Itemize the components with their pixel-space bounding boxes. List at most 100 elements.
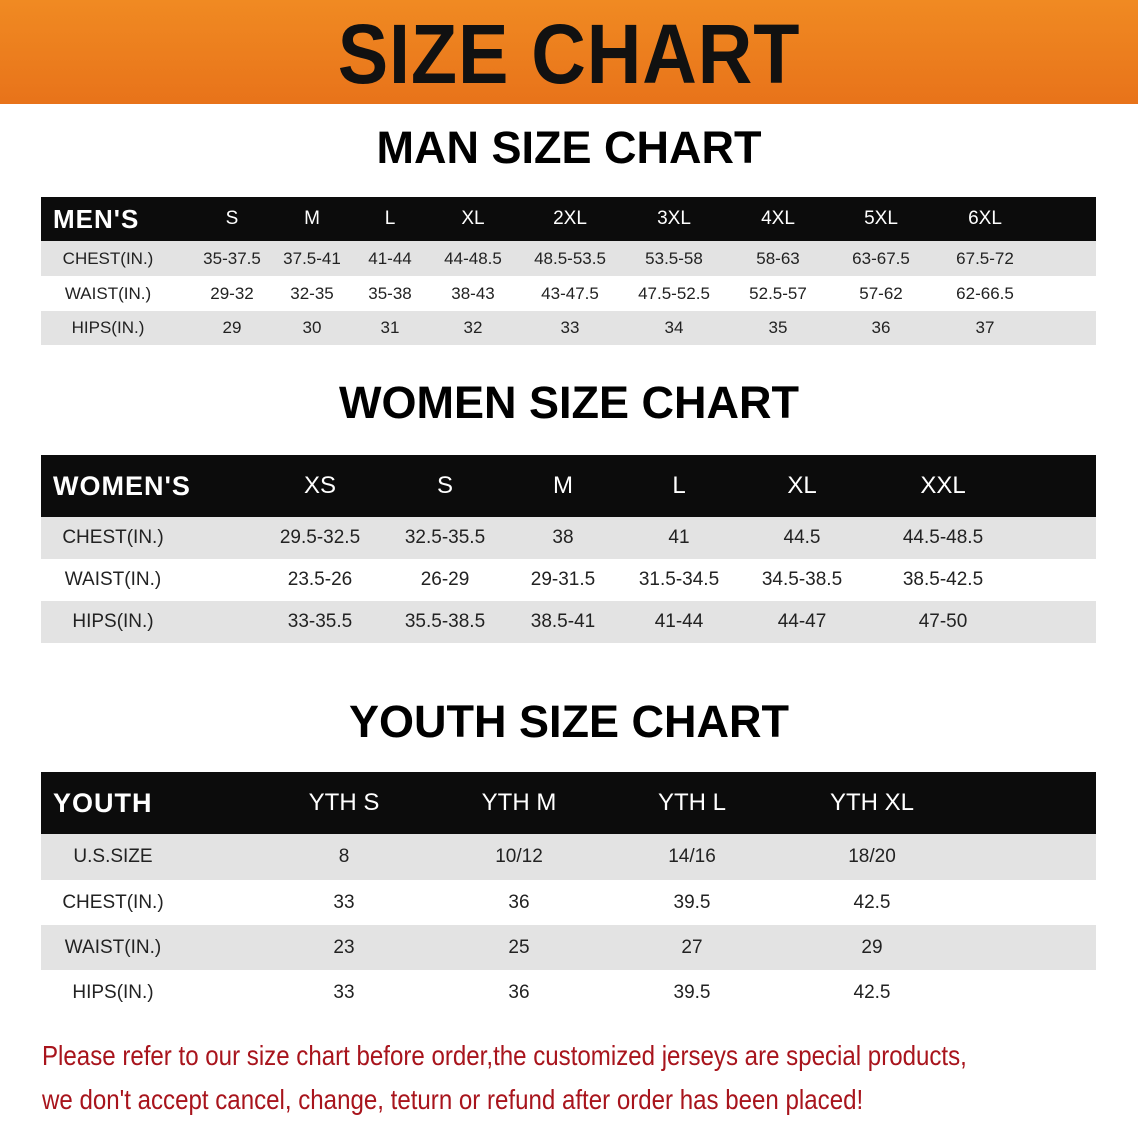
table-cell: 27 [681, 936, 703, 958]
row-label: CHEST(IN.) [62, 248, 154, 268]
table-cell: 31.5-34.5 [638, 569, 720, 590]
table-cell: 41-44 [654, 611, 704, 632]
table-cell: 23 [333, 936, 355, 958]
size-header-xl: XL [461, 208, 485, 229]
women-size-table: WOMEN'S XS S M L XL XXL CHEST(IN.) 29.5-32.5 32.5… [41, 455, 1096, 643]
youth-heading: YOUTH SIZE CHART [348, 696, 789, 747]
men-heading: MAN SIZE CHART [376, 122, 762, 173]
table-row: HIPS(IN.) 29 30 31 32 33 34 35 36 37 [41, 311, 1096, 345]
table-row: WAIST(IN.) 23 25 27 29 [41, 925, 1096, 970]
row-label: WAIST(IN.) [64, 283, 152, 303]
table-cell: 39.5 [673, 891, 711, 913]
table-cell: 48.5-53.5 [534, 248, 606, 268]
table-cell: 29-32 [210, 283, 254, 303]
table-cell: 37.5-41 [283, 248, 341, 268]
table-cell: 34 [664, 318, 684, 337]
size-header-5xl: 5XL [864, 208, 898, 229]
size-header-m: M [304, 208, 320, 229]
table-cell: 62-66.5 [956, 283, 1014, 303]
size-header-xl: XL [787, 472, 817, 499]
table-cell: 42.5 [853, 891, 891, 913]
size-header-s: S [225, 208, 239, 229]
table-cell: 44.5-48.5 [902, 527, 984, 548]
row-label: U.S.SIZE [73, 846, 153, 867]
row-label: HIPS(IN.) [72, 611, 154, 632]
size-header-xxl: XXL [920, 472, 966, 499]
size-header-l: L [672, 472, 686, 499]
row-label: CHEST(IN.) [62, 891, 164, 913]
table-cell: 38 [552, 527, 574, 548]
table-cell: 38.5-41 [530, 611, 596, 632]
size-header-s: S [436, 472, 454, 499]
table-cell: 33 [333, 981, 355, 1003]
size-header-xs: XS [303, 472, 337, 499]
table-cell: 31 [380, 318, 400, 337]
notice-line-2: we don't accept cancel, change, teturn o… [42, 1084, 864, 1115]
size-header-6xl: 6XL [968, 208, 1002, 229]
men-corner-label: MEN'S [53, 203, 140, 234]
table-cell: 42.5 [853, 981, 891, 1003]
table-cell: 23.5-26 [287, 569, 353, 590]
row-label: WAIST(IN.) [64, 569, 162, 590]
table-cell: 67.5-72 [956, 248, 1014, 268]
table-cell: 34.5-38.5 [761, 569, 843, 590]
title-banner: SIZE CHART [0, 0, 1138, 104]
table-cell: 36 [508, 981, 530, 1003]
table-cell: 39.5 [673, 981, 711, 1003]
table-cell: 53.5-58 [645, 248, 703, 268]
table-cell: 18/20 [848, 846, 896, 867]
table-cell: 29.5-32.5 [279, 527, 361, 548]
table-cell: 25 [508, 936, 530, 958]
table-cell: 29-31.5 [530, 569, 596, 590]
table-cell: 33-35.5 [287, 611, 353, 632]
table-cell: 37 [975, 318, 995, 337]
size-header-2xl: 2XL [553, 208, 587, 229]
table-row: WAIST(IN.) 23.5-26 26-29 29-31.5 31.5-34.5 34… [41, 559, 1096, 601]
table-cell: 41 [668, 527, 690, 548]
size-header-4xl: 4XL [761, 208, 795, 229]
table-row: HIPS(IN.) 33 36 39.5 42.5 [41, 970, 1096, 1015]
size-header-yth-s: YTH S [308, 789, 380, 816]
table-row: CHEST(IN.) 33 36 39.5 42.5 [41, 880, 1096, 925]
table-cell: 35 [768, 318, 788, 337]
row-label: CHEST(IN.) [62, 527, 164, 548]
size-header-yth-m: YTH M [481, 789, 557, 816]
table-cell: 33 [560, 318, 580, 337]
table-cell: 44-48.5 [444, 248, 502, 268]
table-row: HIPS(IN.) 33-35.5 35.5-38.5 38.5-41 41-44 44-… [41, 601, 1096, 643]
row-label: WAIST(IN.) [64, 936, 162, 958]
table-cell: 35.5-38.5 [404, 611, 486, 632]
table-cell: 8 [338, 846, 350, 867]
table-cell: 58-63 [756, 248, 800, 268]
table-row: CHEST(IN.) 29.5-32.5 32.5-35.5 38 41 44.5 44.5… [41, 517, 1096, 559]
men-header-row: MEN'S S M L XL 2XL 3XL 4XL 5XL 6XL [41, 197, 1096, 241]
table-cell: 32-35 [290, 283, 334, 303]
table-cell: 38.5-42.5 [902, 569, 984, 590]
table-row: CHEST(IN.) 35-37.5 37.5-41 41-44 44-48.5 48.5… [41, 241, 1096, 276]
banner-title: SIZE CHART [337, 7, 801, 101]
size-header-yth-xl: YTH XL [829, 789, 915, 816]
table-cell: 26-29 [420, 569, 470, 590]
table-cell: 36 [871, 318, 891, 337]
table-cell: 14/16 [668, 846, 716, 867]
table-cell: 47-50 [918, 611, 968, 632]
table-row: U.S.SIZE 8 10/12 14/16 18/20 [41, 834, 1096, 880]
row-label: HIPS(IN.) [71, 318, 145, 337]
size-header-3xl: 3XL [657, 208, 691, 229]
table-cell: 29 [861, 936, 883, 958]
notice-line-1: Please refer to our size chart before or… [42, 1040, 967, 1071]
youth-size-table: YOUTH YTH S YTH M YTH L YTH XL U.S.SIZE 8 10/12… [41, 772, 1096, 1015]
men-size-table: MEN'S S M L XL 2XL 3XL 4XL 5XL 6XL CHEST(IN.) 35-37… [41, 197, 1096, 345]
table-cell: 10/12 [495, 846, 543, 867]
size-header-yth-l: YTH L [657, 789, 727, 816]
women-corner-label: WOMEN'S [53, 470, 191, 501]
youth-corner-label: YOUTH [53, 787, 153, 818]
table-cell: 35-37.5 [203, 248, 261, 268]
table-cell: 30 [302, 318, 322, 337]
table-row: WAIST(IN.) 29-32 32-35 35-38 38-43 43-47.5 47.… [41, 276, 1096, 311]
table-cell: 44-47 [777, 611, 827, 632]
table-cell: 32 [463, 318, 483, 337]
table-cell: 33 [333, 891, 355, 913]
table-cell: 47.5-52.5 [638, 283, 710, 303]
row-label: HIPS(IN.) [72, 981, 154, 1003]
